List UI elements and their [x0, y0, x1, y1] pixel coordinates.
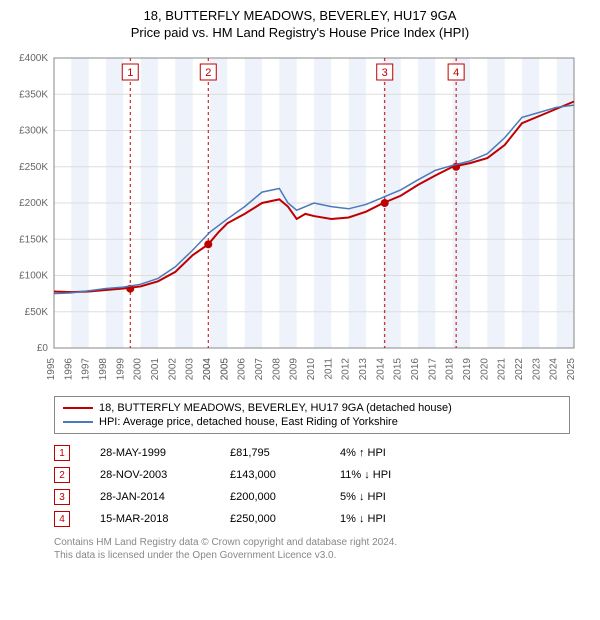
footer-line-2: This data is licensed under the Open Gov…	[54, 549, 570, 562]
svg-text:2013: 2013	[358, 358, 369, 381]
svg-text:£0: £0	[37, 343, 49, 354]
svg-text:2022: 2022	[514, 358, 525, 381]
sale-price: £250,000	[230, 513, 310, 525]
sale-row: 1 28-MAY-1999 £81,795 4% ↑ HPI	[54, 442, 570, 464]
svg-text:2002: 2002	[167, 358, 178, 381]
svg-text:£400K: £400K	[19, 53, 48, 64]
svg-text:2021: 2021	[497, 358, 508, 381]
sale-date: 28-MAY-1999	[100, 447, 200, 459]
svg-text:2015: 2015	[393, 358, 404, 381]
svg-text:£250K: £250K	[19, 162, 48, 173]
svg-text:1998: 1998	[98, 358, 109, 381]
svg-text:2006: 2006	[237, 358, 248, 381]
sale-row: 2 28-NOV-2003 £143,000 11% ↓ HPI	[54, 464, 570, 486]
svg-text:4: 4	[453, 67, 459, 79]
svg-text:£350K: £350K	[19, 89, 48, 100]
svg-text:2005: 2005	[219, 358, 230, 381]
sale-diff: 4% ↑ HPI	[340, 447, 420, 459]
svg-text:3: 3	[382, 67, 388, 79]
sale-diff: 5% ↓ HPI	[340, 491, 420, 503]
svg-text:2007: 2007	[254, 358, 265, 381]
chart-title: 18, BUTTERFLY MEADOWS, BEVERLEY, HU17 9G…	[10, 8, 590, 23]
svg-text:2017: 2017	[427, 358, 438, 381]
svg-text:2014: 2014	[375, 358, 386, 381]
legend-swatch	[63, 407, 93, 409]
legend-swatch	[63, 421, 93, 423]
svg-text:2010: 2010	[306, 358, 317, 381]
sale-price: £200,000	[230, 491, 310, 503]
svg-text:1996: 1996	[63, 358, 74, 381]
svg-text:2025: 2025	[566, 358, 577, 381]
svg-text:2: 2	[205, 67, 211, 79]
sale-marker-badge: 3	[54, 489, 70, 505]
svg-text:2019: 2019	[462, 358, 473, 381]
sale-marker-badge: 4	[54, 511, 70, 527]
svg-text:2012: 2012	[341, 358, 352, 381]
svg-text:2009: 2009	[289, 358, 300, 381]
svg-text:2024: 2024	[549, 358, 560, 381]
chart-svg: £0 £50K £100K £150K £200K £250K £300K £350K £400…	[10, 48, 590, 388]
legend-label: 18, BUTTERFLY MEADOWS, BEVERLEY, HU17 9G…	[99, 402, 452, 414]
svg-text:2011: 2011	[323, 358, 334, 380]
footer-line-1: Contains HM Land Registry data © Crown c…	[54, 536, 570, 549]
svg-text:1995: 1995	[46, 358, 57, 381]
svg-text:1: 1	[127, 67, 133, 79]
svg-text:£50K: £50K	[25, 307, 49, 318]
svg-text:£200K: £200K	[19, 198, 48, 209]
chart-plot: £0 £50K £100K £150K £200K £250K £300K £350K £400…	[10, 48, 590, 388]
svg-text:1997: 1997	[81, 358, 92, 381]
sale-marker-badge: 1	[54, 445, 70, 461]
sale-date: 15-MAR-2018	[100, 513, 200, 525]
sale-diff: 11% ↓ HPI	[340, 469, 420, 481]
chart-container: 18, BUTTERFLY MEADOWS, BEVERLEY, HU17 9G…	[0, 0, 600, 572]
svg-text:2016: 2016	[410, 358, 421, 381]
svg-text:2023: 2023	[531, 358, 542, 381]
chart-subtitle: Price paid vs. HM Land Registry's House …	[10, 25, 590, 40]
legend-label: HPI: Average price, detached house, East…	[99, 416, 398, 428]
sale-date: 28-JAN-2014	[100, 491, 200, 503]
sale-price: £143,000	[230, 469, 310, 481]
svg-text:2000: 2000	[133, 358, 144, 381]
svg-text:2001: 2001	[150, 358, 161, 381]
svg-text:2020: 2020	[479, 358, 490, 381]
svg-text:£150K: £150K	[19, 234, 48, 245]
svg-text:2004: 2004	[202, 358, 213, 381]
legend-item: HPI: Average price, detached house, East…	[63, 415, 561, 429]
svg-text:2008: 2008	[271, 358, 282, 381]
sale-row: 3 28-JAN-2014 £200,000 5% ↓ HPI	[54, 486, 570, 508]
sale-marker-badge: 2	[54, 467, 70, 483]
sale-diff: 1% ↓ HPI	[340, 513, 420, 525]
svg-text:2003: 2003	[185, 358, 196, 381]
sale-date: 28-NOV-2003	[100, 469, 200, 481]
sales-table: 1 28-MAY-1999 £81,795 4% ↑ HPI 2 28-NOV-2003 £…	[54, 442, 570, 530]
footer-attribution: Contains HM Land Registry data © Crown c…	[54, 536, 570, 562]
legend: 18, BUTTERFLY MEADOWS, BEVERLEY, HU17 9G…	[54, 396, 570, 434]
svg-text:£100K: £100K	[19, 271, 48, 282]
svg-text:£300K: £300K	[19, 126, 48, 137]
svg-text:2018: 2018	[445, 358, 456, 381]
sale-row: 4 15-MAR-2018 £250,000 1% ↓ HPI	[54, 508, 570, 530]
svg-text:1999: 1999	[115, 358, 126, 381]
legend-item: 18, BUTTERFLY MEADOWS, BEVERLEY, HU17 9G…	[63, 401, 561, 415]
sale-price: £81,795	[230, 447, 310, 459]
